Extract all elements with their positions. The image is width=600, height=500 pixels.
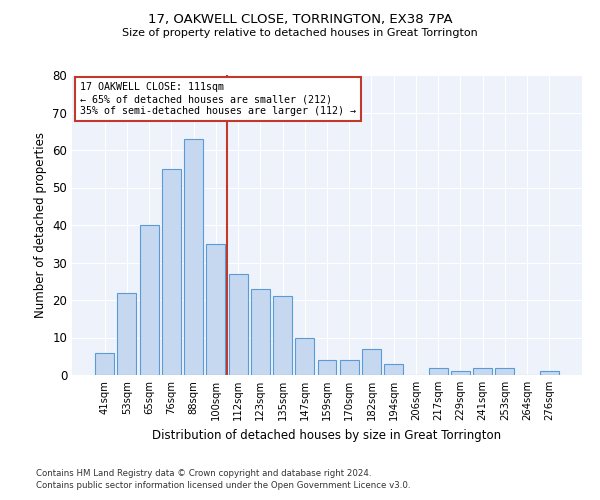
Text: 17 OAKWELL CLOSE: 111sqm
← 65% of detached houses are smaller (212)
35% of semi-: 17 OAKWELL CLOSE: 111sqm ← 65% of detach… xyxy=(80,82,356,116)
Bar xyxy=(429,368,448,375)
Text: Size of property relative to detached houses in Great Torrington: Size of property relative to detached ho… xyxy=(122,28,478,38)
Bar xyxy=(95,352,114,375)
Y-axis label: Number of detached properties: Number of detached properties xyxy=(34,132,47,318)
Bar xyxy=(362,349,381,375)
Bar xyxy=(206,244,225,375)
Bar xyxy=(140,225,158,375)
Bar xyxy=(317,360,337,375)
Text: Contains HM Land Registry data © Crown copyright and database right 2024.: Contains HM Land Registry data © Crown c… xyxy=(36,468,371,477)
Bar xyxy=(473,368,492,375)
Bar xyxy=(273,296,292,375)
Bar xyxy=(229,274,248,375)
Text: Contains public sector information licensed under the Open Government Licence v3: Contains public sector information licen… xyxy=(36,481,410,490)
X-axis label: Distribution of detached houses by size in Great Torrington: Distribution of detached houses by size … xyxy=(152,428,502,442)
Bar xyxy=(496,368,514,375)
Bar xyxy=(184,138,203,375)
Bar xyxy=(118,292,136,375)
Bar xyxy=(340,360,359,375)
Bar xyxy=(295,338,314,375)
Text: 17, OAKWELL CLOSE, TORRINGTON, EX38 7PA: 17, OAKWELL CLOSE, TORRINGTON, EX38 7PA xyxy=(148,12,452,26)
Bar xyxy=(162,169,181,375)
Bar xyxy=(384,364,403,375)
Bar xyxy=(251,289,270,375)
Bar xyxy=(451,371,470,375)
Bar xyxy=(540,371,559,375)
